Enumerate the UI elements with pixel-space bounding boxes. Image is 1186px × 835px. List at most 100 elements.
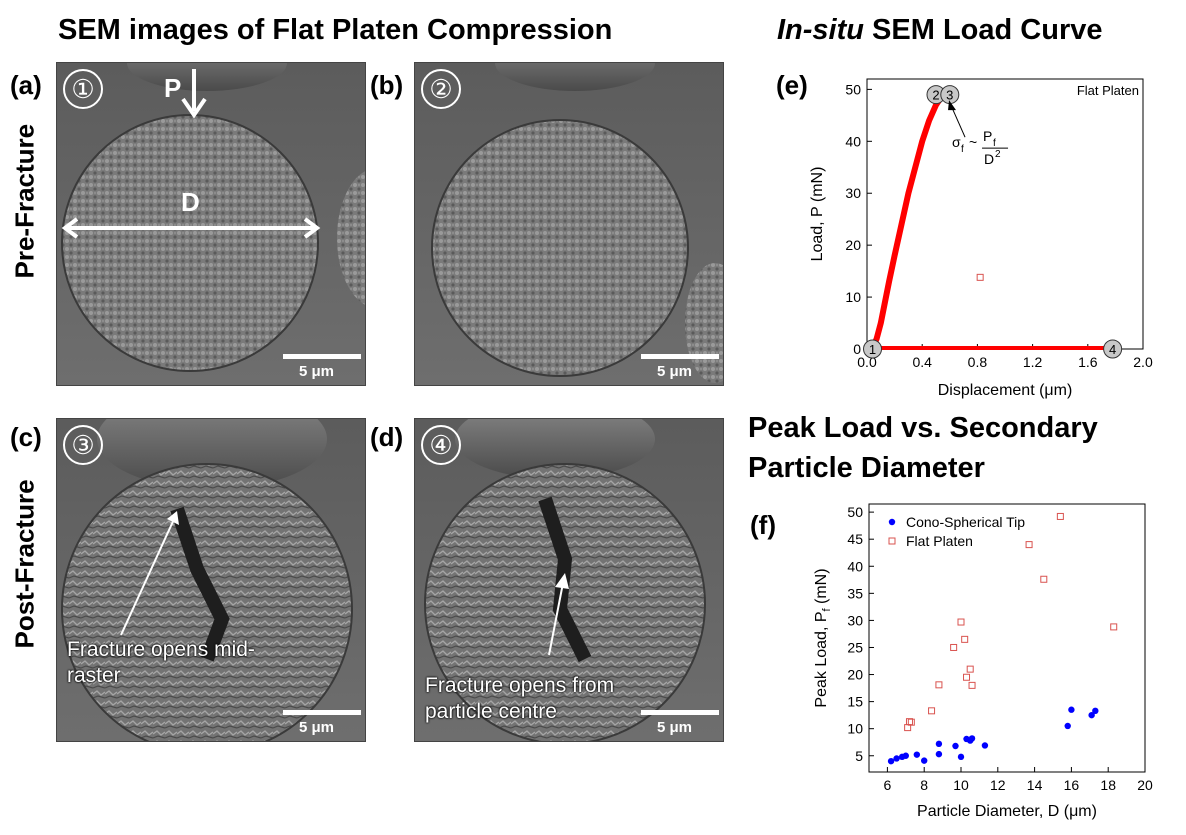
scale-label-b: 5 μm: [657, 363, 693, 380]
scale-bar-d: [641, 710, 719, 715]
sem-image-d: ④ Fracture opens from particle centre 5 …: [414, 418, 724, 742]
scale-bar-c: [283, 710, 361, 715]
cono-spherical-point: [935, 740, 943, 748]
cono-spherical-point: [921, 757, 928, 764]
flat-platen-point: [961, 635, 969, 643]
step-marker-e-1: [863, 339, 883, 359]
legend-marker-cono: [888, 518, 896, 526]
sem-image-b: ② 5 μm: [414, 62, 724, 386]
panel-label-b: (b): [370, 70, 404, 100]
scale-label-d: 5 μm: [657, 719, 693, 736]
fracture-note-d: Fracture opens from particle centre: [425, 673, 614, 725]
load-curve-title: In-situ SEM Load Curve: [777, 14, 1103, 47]
y-tick-label-f: 35: [847, 585, 863, 601]
x-tick-label-e: 2.0: [1133, 354, 1153, 370]
y-tick-label-f: 45: [847, 531, 863, 547]
diameter-label: D: [181, 187, 200, 217]
formula-approx: ~: [969, 134, 977, 150]
flat-platen-point: [935, 681, 943, 689]
scale-bar-b: [641, 354, 719, 359]
scale-label-a: 5 μm: [299, 363, 335, 380]
x-tick-label-f: 14: [1027, 777, 1043, 793]
fracture-note-c-line1: Fracture opens mid-: [67, 638, 255, 661]
step-marker-e-4: [1103, 339, 1123, 359]
formula-arrowhead-e: [948, 100, 957, 111]
x-axis-label-f: Particle Diameter, D (μm): [917, 803, 1097, 820]
cono-spherical-point: [1064, 722, 1071, 730]
sem-image-a: ① P D 5 μm: [56, 62, 366, 386]
flat-platen-point: [950, 643, 958, 651]
legend-label-flat: Flat Platen: [906, 533, 973, 549]
formula-sigma-sub: f: [961, 144, 964, 155]
x-tick-label-f: 18: [1100, 777, 1116, 793]
x-tick-label-e: 1.6: [1078, 354, 1098, 370]
x-tick-label-f: 20: [1137, 777, 1153, 793]
legend-text-e: Flat Platen: [1077, 83, 1139, 98]
y-tick-label-f: 20: [847, 667, 863, 683]
y-tick-label-f: 15: [847, 694, 863, 710]
y-tick-label-f: 40: [847, 558, 863, 574]
loading-curve-e: [869, 91, 946, 351]
legend-label-cono: Cono-Spherical Tip: [906, 514, 1025, 530]
y-tick-label-e: 40: [845, 133, 861, 149]
step-marker-2: ②: [421, 69, 461, 109]
x-axis-label-e: Displacement (μm): [938, 382, 1073, 399]
y-tick-label-e: 0: [853, 341, 861, 357]
flat-platen-point: [1040, 575, 1048, 583]
formula-sigma: σ: [952, 134, 961, 150]
peak-load-title-line1: Peak Load vs. Secondary: [748, 412, 1098, 444]
step-marker-label-e-1: 1: [869, 342, 876, 357]
cono-spherical-point: [887, 757, 895, 765]
step-marker-4: ④: [421, 425, 461, 465]
row-label-pre-fracture: Pre-Fracture: [9, 123, 40, 279]
x-tick-label-f: 6: [884, 777, 892, 793]
x-tick-label-e: 1.2: [1023, 354, 1043, 370]
scale-bar-a: [283, 354, 361, 359]
flat-platen-point: [907, 718, 915, 726]
flat-platen-point: [966, 665, 974, 673]
cono-spherical-point: [981, 742, 989, 749]
flat-platen-point: [1110, 623, 1118, 631]
y-tick-label-e: 30: [845, 185, 861, 201]
x-tick-label-f: 16: [1064, 777, 1080, 793]
cono-spherical-point: [952, 742, 959, 750]
flat-platen-point: [905, 718, 913, 726]
fracture-note-c-line2: raster: [67, 664, 121, 687]
load-curve-chart: 0.0 0.4 0.8 1.2 1.6 2.001020304050Displacemen…: [809, 78, 1153, 399]
sem-image-c: ③ Fracture opens mid- raster 5 μm: [56, 418, 366, 742]
flat-platen-point: [1056, 512, 1064, 520]
step-marker-1: ①: [63, 69, 103, 109]
cono-spherical-point: [1092, 707, 1099, 715]
formula-denominator: D: [984, 151, 994, 167]
fracture-note-d-line1: Fracture opens from: [425, 674, 615, 697]
y-tick-label-e: 20: [845, 237, 861, 253]
cono-spherical-point: [968, 735, 976, 742]
load-arrow-label: P: [164, 73, 182, 103]
y-tick-label-e: 50: [845, 81, 861, 97]
y-tick-label-f: 5: [855, 748, 863, 764]
formula-numerator-sub: f: [993, 138, 996, 149]
peak-load-chart: 6 8 10 12 14 16 18 20 5 10 15 20 25 30 35 40 45 50 Particl…: [813, 503, 1153, 820]
step-marker-label-e-2: 2: [932, 88, 939, 103]
plot-frame-f: [868, 503, 1146, 773]
scale-label-c: 5 μm: [299, 719, 335, 736]
load-curve-title-italic: In-situ: [777, 14, 864, 46]
flat-platen-point: [957, 618, 965, 626]
fracture-arrow-c-icon: [120, 511, 179, 636]
cono-spherical-point: [1068, 706, 1075, 713]
fracture-note-c: Fracture opens mid- raster: [67, 637, 255, 689]
x-tick-label-f: 12: [990, 777, 1006, 793]
left-section-title: SEM images of Flat Platen Compression: [58, 14, 613, 46]
y-tick-label-f: 30: [847, 612, 863, 628]
legend-marker-flat: [888, 537, 896, 545]
load-arrow-icon: [181, 69, 207, 119]
x-tick-label-f: 10: [953, 777, 969, 793]
cono-spherical-point: [1088, 711, 1095, 719]
y-tick-label-f: 25: [847, 639, 863, 655]
sem-image-b-graphic: [415, 63, 723, 385]
plot-frame-e: [866, 78, 1144, 350]
cono-spherical-point: [902, 752, 909, 759]
x-tick-label-f: 8: [920, 777, 928, 793]
step-marker-3: ③: [63, 425, 103, 465]
fracture-arrow-d-icon: [548, 573, 569, 656]
